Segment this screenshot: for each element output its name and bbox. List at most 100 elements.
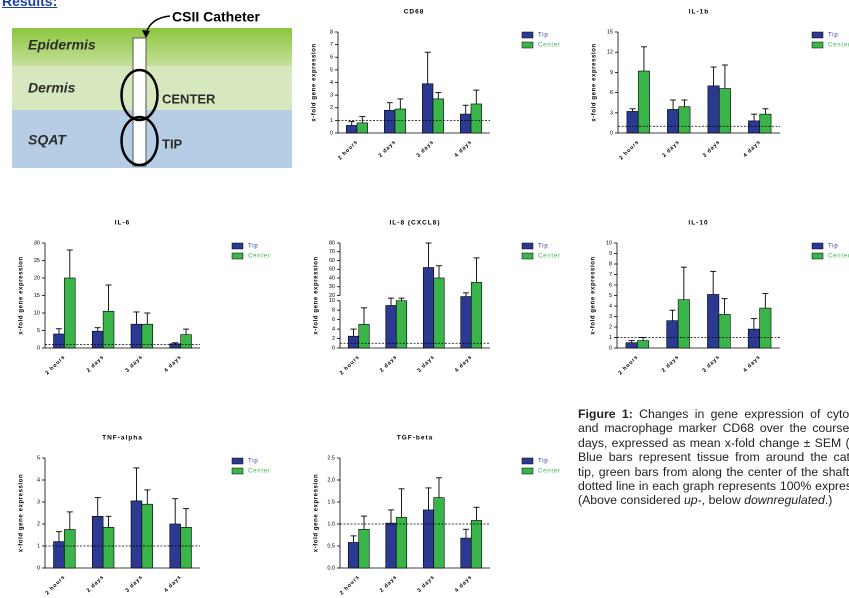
bar — [471, 104, 482, 133]
bar — [422, 84, 433, 133]
bar — [471, 520, 482, 568]
y-tick-label: 8 — [330, 29, 333, 35]
legend-label: Center — [538, 469, 561, 475]
y-tick-label: 5 — [37, 455, 40, 461]
x-tick-label: 3 days — [702, 139, 722, 159]
x-tick-label: 4 days — [742, 354, 762, 374]
y-tick-label: 3 — [37, 499, 40, 505]
y-tick-label: 2.5 — [327, 455, 335, 461]
y-tick-label: 50 — [329, 267, 335, 273]
chart-title: IL-6 — [115, 220, 131, 227]
y-tick-label: 12 — [607, 50, 613, 56]
y-tick-label: 9 — [609, 251, 612, 257]
y-tick-label: 10 — [606, 240, 612, 246]
x-tick-label: 2 days — [661, 354, 681, 374]
legend-label: Tip — [248, 459, 259, 465]
y-tick-label: 0 — [330, 130, 333, 136]
x-tick-label: 2 days — [661, 139, 681, 159]
y-tick-label: 70 — [329, 249, 335, 255]
legend-label: Center — [248, 469, 271, 475]
legend-swatch — [522, 468, 533, 474]
bar — [359, 324, 370, 348]
x-tick-label: 2 hours — [337, 139, 359, 161]
y-tick-label: 2.0 — [327, 477, 335, 483]
bar — [748, 329, 759, 348]
y-tick-label: 1 — [609, 335, 612, 341]
y-tick-label: 6 — [610, 90, 613, 96]
bar — [423, 268, 434, 349]
y-axis-label: x-fold gene expression — [592, 43, 598, 122]
bar — [461, 538, 472, 568]
bar — [386, 305, 397, 348]
y-tick-label: 3 — [609, 314, 612, 320]
chart-title: TGF-beta — [397, 435, 434, 442]
y-tick-label: 0 — [610, 130, 613, 136]
y-tick-label: 30 — [34, 240, 40, 246]
y-tick-label: 3 — [330, 93, 333, 99]
y-tick-label: 3 — [610, 110, 613, 116]
x-tick-label: 3 days — [416, 354, 436, 374]
legend-swatch — [812, 253, 823, 259]
y-tick-label: 4 — [609, 303, 612, 309]
bar — [471, 282, 482, 348]
x-tick-label: 2 hours — [339, 574, 361, 596]
legend-swatch — [812, 42, 823, 48]
chart-title: IL-8 (CXCL8) — [390, 220, 441, 227]
x-tick-label: 3 days — [702, 354, 722, 374]
bar — [103, 527, 114, 568]
chart-title: CD68 — [404, 9, 425, 16]
legend-swatch — [522, 243, 533, 249]
bar — [359, 529, 370, 568]
legend-label: Center — [538, 254, 561, 260]
y-tick-label: 1 — [330, 118, 333, 124]
y-tick-label: 0.5 — [327, 543, 335, 549]
y-tick-label: 0 — [37, 565, 40, 571]
x-tick-label: 4 days — [454, 354, 474, 374]
y-axis-label: x-fold gene expression — [314, 474, 320, 553]
bar — [103, 311, 114, 348]
y-tick-label: 0 — [332, 345, 335, 351]
x-tick-label: 4 days — [163, 354, 183, 374]
x-tick-label: 3 days — [416, 574, 436, 594]
legend-label: Tip — [538, 244, 549, 250]
y-tick-label: 4 — [332, 327, 335, 333]
bar — [460, 114, 471, 133]
legend-label: Tip — [538, 33, 549, 39]
y-tick-label: 5 — [609, 293, 612, 299]
legend-swatch — [232, 458, 243, 464]
bar — [461, 297, 472, 348]
y-axis-label: x-fold gene expression — [591, 256, 597, 335]
y-tick-label: 40 — [329, 275, 335, 281]
bar — [92, 331, 103, 348]
y-tick-label: 2 — [37, 521, 40, 527]
bar — [719, 314, 730, 348]
bar — [748, 121, 759, 133]
bar — [637, 341, 648, 348]
x-tick-label: 2 hours — [45, 354, 67, 376]
y-tick-label: 9 — [610, 70, 613, 76]
bar — [760, 114, 771, 133]
y-tick-label: 10 — [329, 298, 335, 304]
x-tick-label: 2 days — [379, 574, 399, 594]
bar — [181, 527, 192, 568]
legend-label: Center — [248, 254, 271, 260]
y-tick-label: 10 — [34, 310, 40, 316]
chart-title: TNF-alpha — [102, 435, 143, 442]
bar — [386, 523, 397, 568]
y-axis-label: x-fold gene expression — [312, 43, 318, 122]
bar — [760, 308, 771, 348]
bar — [423, 510, 434, 568]
y-tick-label: 1.5 — [327, 499, 335, 505]
y-tick-label: 7 — [609, 272, 612, 278]
legend-swatch — [232, 468, 243, 474]
y-tick-label: 2 — [330, 105, 333, 111]
y-tick-label: 6 — [609, 282, 612, 288]
bar — [181, 335, 192, 348]
y-tick-label: 7 — [330, 42, 333, 48]
bar — [396, 301, 407, 348]
legend-swatch — [522, 42, 533, 48]
y-tick-label: 2 — [609, 324, 612, 330]
bar — [679, 107, 690, 133]
y-tick-label: 0 — [37, 345, 40, 351]
legend-label: Center — [828, 43, 849, 49]
